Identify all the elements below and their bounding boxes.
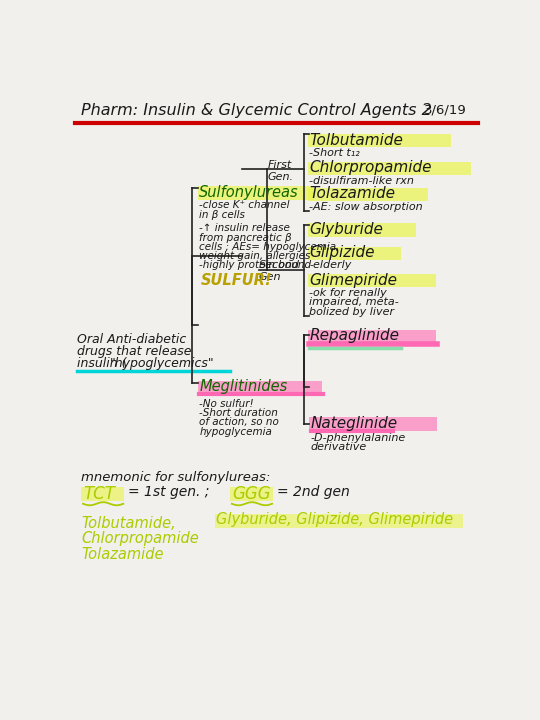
Text: -↑ insulin release: -↑ insulin release — [199, 223, 290, 233]
Text: Chlorpropamide: Chlorpropamide — [309, 161, 432, 175]
Bar — [308, 188, 428, 201]
Text: = 2nd gen: = 2nd gen — [277, 485, 349, 499]
Text: Glimepiride: Glimepiride — [309, 273, 397, 288]
Text: impaired, meta-: impaired, meta- — [309, 297, 399, 307]
Text: -close K⁺ channel: -close K⁺ channel — [199, 200, 290, 210]
Text: Glyburide: Glyburide — [309, 222, 383, 237]
Text: -elderly: -elderly — [309, 261, 352, 271]
Text: TCT: TCT — [83, 485, 115, 503]
Bar — [308, 274, 436, 287]
Bar — [308, 330, 436, 343]
Text: = 1st gen. ;: = 1st gen. ; — [128, 485, 210, 499]
Text: Tolbutamide,: Tolbutamide, — [82, 516, 176, 531]
Text: bolized by liver: bolized by liver — [309, 307, 394, 317]
Bar — [230, 487, 273, 500]
Bar — [215, 514, 463, 528]
Text: Tolbutamide: Tolbutamide — [309, 132, 403, 148]
Text: Chlorpropamide: Chlorpropamide — [82, 531, 199, 546]
Text: -No sulfur!: -No sulfur! — [199, 399, 254, 409]
Text: Pharm: Insulin & Glycemic Control Agents 2: Pharm: Insulin & Glycemic Control Agents… — [82, 104, 432, 118]
Text: -Short t₁₂: -Short t₁₂ — [309, 148, 360, 158]
Text: First
Gen.: First Gen. — [267, 160, 293, 182]
Text: Nateglinide: Nateglinide — [311, 416, 398, 431]
Text: -AE: slow absorption: -AE: slow absorption — [309, 202, 423, 212]
Text: 3/6/19: 3/6/19 — [424, 104, 467, 117]
Text: GGG: GGG — [232, 485, 271, 503]
Text: -highly protein bound: -highly protein bound — [199, 261, 312, 271]
Text: mnemonic for sulfonylureas:: mnemonic for sulfonylureas: — [82, 472, 271, 485]
Text: Tolazamide: Tolazamide — [309, 186, 395, 202]
Text: -D-phenylalanine: -D-phenylalanine — [311, 433, 406, 443]
Text: Glyburide, Glipizide, Glimepiride: Glyburide, Glipizide, Glimepiride — [217, 512, 454, 527]
Bar — [308, 223, 416, 237]
Bar — [308, 134, 451, 147]
Text: -Short duration: -Short duration — [199, 408, 278, 418]
Bar — [308, 162, 470, 175]
Text: "hypoglycemics": "hypoglycemics" — [110, 357, 215, 370]
Text: drugs that release: drugs that release — [77, 345, 191, 358]
Text: Meglitinides: Meglitinides — [199, 379, 287, 394]
Text: Sulfonylureas: Sulfonylureas — [199, 185, 299, 200]
Text: Oral Anti-diabetic: Oral Anti-diabetic — [77, 333, 186, 346]
Text: Repaglinide: Repaglinide — [309, 328, 399, 343]
Bar — [198, 186, 314, 199]
Bar — [308, 246, 401, 260]
Text: -ok for renally: -ok for renally — [309, 288, 387, 298]
Text: of action, so no: of action, so no — [199, 418, 279, 428]
Text: Second
Gen: Second Gen — [259, 260, 300, 282]
Text: Glipizide: Glipizide — [309, 245, 375, 260]
Text: hypoglycemia: hypoglycemia — [199, 427, 272, 437]
Text: from pancreatic β: from pancreatic β — [199, 233, 292, 243]
Text: derivative: derivative — [311, 442, 367, 452]
Text: weight gain, allergies: weight gain, allergies — [199, 251, 310, 261]
Text: in β cells: in β cells — [199, 210, 245, 220]
Bar — [198, 381, 322, 394]
Bar — [82, 487, 124, 500]
Text: Tolazamide: Tolazamide — [82, 547, 164, 562]
Text: cells ; AEs= hypoglycemia,: cells ; AEs= hypoglycemia, — [199, 242, 340, 252]
Text: SULFUR!: SULFUR! — [201, 273, 272, 288]
Text: -disulfiram-like rxn: -disulfiram-like rxn — [309, 176, 414, 186]
Text: insulin (: insulin ( — [77, 357, 126, 370]
Bar — [309, 418, 437, 431]
